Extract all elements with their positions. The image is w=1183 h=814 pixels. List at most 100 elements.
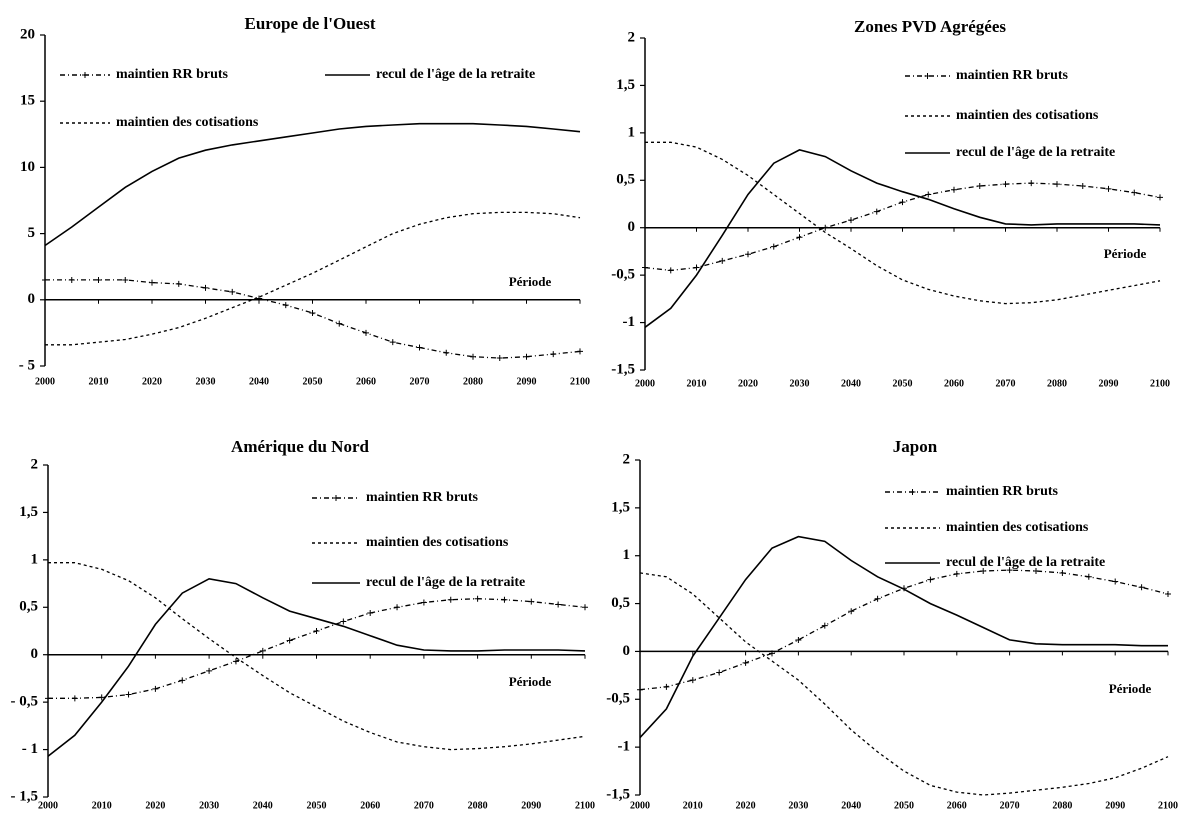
point-marker: [496, 355, 503, 362]
y-tick-label: 5: [28, 225, 36, 241]
point-marker: [443, 349, 450, 356]
x-tick-label: 2090: [1099, 378, 1119, 389]
annotation: Période: [509, 274, 552, 289]
point-marker: [1028, 180, 1035, 187]
point-marker: [745, 251, 751, 258]
y-tick-label: 0,5: [19, 599, 38, 615]
x-tick-label: 2010: [687, 378, 707, 389]
x-tick-label: 2020: [738, 378, 758, 389]
x-tick-label: 2050: [307, 800, 327, 811]
legend-marker: [82, 72, 88, 78]
legend-label: maintien RR bruts: [956, 68, 1069, 83]
point-marker: [796, 234, 803, 241]
point-marker: [980, 568, 987, 575]
point-marker: [1054, 181, 1060, 188]
point-marker: [98, 694, 105, 701]
point-marker: [770, 243, 777, 250]
y-tick-label: - 1: [22, 741, 38, 757]
point-marker: [1085, 573, 1092, 580]
point-marker: [642, 264, 648, 271]
y-tick-label: 0,5: [616, 172, 635, 188]
point-marker: [523, 353, 530, 360]
point-marker: [1165, 591, 1171, 597]
y-tick-label: 1: [31, 551, 39, 567]
x-tick-label: 2050: [303, 376, 323, 387]
point-marker: [282, 302, 289, 309]
x-tick-label: 2040: [249, 376, 269, 387]
x-tick-label: 2060: [360, 800, 380, 811]
series-line: [639, 535, 1168, 739]
point-marker: [637, 686, 643, 693]
point-marker: [689, 677, 696, 684]
x-tick-label: 2070: [996, 378, 1016, 389]
y-tick-label: 1: [623, 547, 631, 563]
point-marker: [848, 608, 855, 615]
legend-marker: [924, 73, 931, 79]
point-marker: [976, 182, 983, 189]
point-marker: [555, 601, 562, 608]
point-marker: [1105, 185, 1112, 192]
x-tick-label: 2100: [1150, 378, 1170, 389]
y-tick-label: 1,5: [611, 499, 630, 515]
x-tick-label: 2030: [788, 800, 808, 811]
series-line: [644, 149, 1161, 328]
point-marker: [716, 669, 723, 676]
x-tick-label: 2000: [635, 378, 655, 389]
point-marker: [309, 310, 316, 317]
point-marker: [175, 280, 182, 287]
point-marker: [1157, 194, 1163, 201]
x-tick-label: 2080: [1047, 378, 1067, 389]
legend-label: maintien des cotisations: [366, 535, 509, 550]
annotation: Période: [1109, 681, 1152, 696]
y-tick-label: -1,5: [611, 361, 635, 377]
point-marker: [1059, 569, 1066, 576]
legend-marker: [333, 495, 339, 501]
x-tick-label: 2010: [683, 800, 703, 811]
x-tick-label: 2020: [145, 800, 165, 811]
series-line: [639, 572, 1169, 796]
series-line: [47, 577, 586, 757]
y-tick-label: 1,5: [616, 77, 635, 93]
x-tick-label: 2030: [790, 378, 810, 389]
point-marker: [795, 636, 802, 643]
point-marker: [1006, 567, 1013, 574]
point-marker: [474, 595, 481, 602]
y-tick-label: -0,5: [611, 267, 635, 283]
chart-title: Zones PVD Agrégées: [854, 17, 1006, 36]
point-marker: [179, 677, 186, 684]
point-marker: [1131, 189, 1138, 196]
point-marker: [951, 186, 957, 193]
point-marker: [68, 276, 75, 283]
x-tick-label: 2080: [463, 376, 483, 387]
point-marker: [667, 267, 674, 274]
y-tick-label: 2: [623, 451, 631, 467]
x-tick-label: 2050: [894, 800, 914, 811]
point-marker: [742, 659, 749, 666]
legend-label: recul de l'âge de la retraite: [946, 555, 1105, 570]
point-marker: [822, 224, 829, 231]
x-tick-label: 2100: [570, 376, 590, 387]
legend-label: recul de l'âge de la retraite: [376, 67, 535, 82]
point-marker: [501, 596, 508, 603]
series-line: [48, 598, 586, 699]
x-tick-label: 2060: [944, 378, 964, 389]
x-tick-label: 2030: [199, 800, 219, 811]
x-tick-label: 2070: [1000, 800, 1020, 811]
point-marker: [873, 208, 880, 215]
panel: Amérique du Nord - 1,5 - 1 - 0,5 0 0,5 1 1,5 2 20…: [11, 437, 596, 811]
point-marker: [340, 618, 347, 625]
x-tick-label: 2060: [356, 376, 376, 387]
point-marker: [577, 348, 583, 355]
legend-label: maintien RR bruts: [366, 490, 479, 505]
annotation: Période: [1104, 246, 1147, 261]
y-tick-label: 0: [31, 646, 39, 662]
point-marker: [1033, 568, 1039, 575]
x-tick-label: 2070: [414, 800, 434, 811]
y-tick-label: 1,5: [19, 504, 38, 520]
annotation: Période: [509, 674, 552, 689]
legend-label: maintien des cotisations: [956, 108, 1099, 123]
x-tick-label: 2000: [630, 800, 650, 811]
x-tick-label: 2090: [521, 800, 541, 811]
x-tick-label: 2020: [736, 800, 756, 811]
point-marker: [389, 339, 396, 346]
